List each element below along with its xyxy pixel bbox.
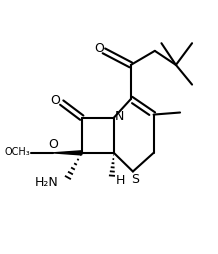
Text: OCH₃: OCH₃ xyxy=(4,147,30,157)
Text: N: N xyxy=(115,110,124,123)
Text: H₂N: H₂N xyxy=(35,176,58,189)
Polygon shape xyxy=(53,151,82,155)
Text: O: O xyxy=(94,42,104,55)
Text: S: S xyxy=(131,173,139,186)
Text: O: O xyxy=(48,138,58,151)
Text: O: O xyxy=(51,94,60,107)
Text: H: H xyxy=(115,174,125,187)
